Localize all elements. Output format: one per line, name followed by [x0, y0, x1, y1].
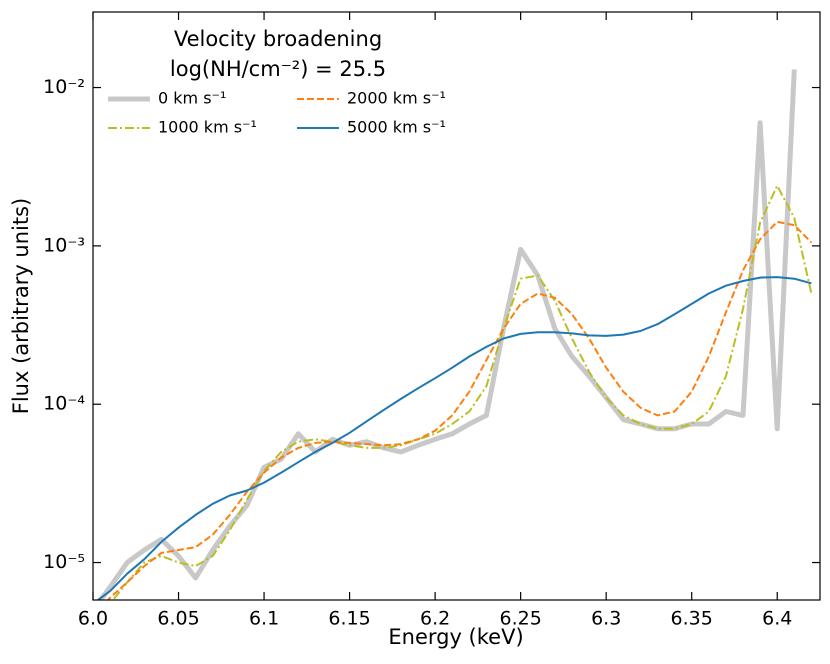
- plot-frame: [92, 11, 821, 601]
- y-tick-label: 10⁻²: [43, 76, 85, 98]
- legend-label: 2000 km s⁻¹: [347, 89, 446, 108]
- series-line: [106, 220, 813, 600]
- series-line: [111, 184, 813, 600]
- x-tick-label: 6.05: [157, 608, 199, 630]
- legend-title: log(NH/cm⁻²) = 25.5: [170, 57, 386, 81]
- x-tick-label: 6.15: [328, 608, 370, 630]
- x-tick-label: 6.4: [762, 608, 792, 630]
- x-tick-label: 6.25: [499, 608, 541, 630]
- legend-label: 1000 km s⁻¹: [158, 118, 257, 137]
- x-tick-label: 6.0: [78, 608, 108, 630]
- plot-lines: [96, 69, 813, 600]
- x-tick-label: 6.1: [249, 608, 279, 630]
- y-axis-label: Flux (arbitrary units): [9, 198, 33, 414]
- series-line: [96, 276, 812, 600]
- y-tick-label: 10⁻³: [43, 234, 85, 256]
- x-tick-label: 6.2: [420, 608, 450, 630]
- x-axis-label: Energy (keV): [388, 625, 523, 649]
- series-line: [97, 69, 797, 600]
- y-tick-label: 10⁻⁵: [43, 551, 85, 573]
- x-tick-label: 6.3: [591, 608, 621, 630]
- legend-label: 0 km s⁻¹: [158, 89, 226, 108]
- legend-label: 5000 km s⁻¹: [347, 118, 446, 137]
- y-tick-label: 10⁻⁴: [43, 393, 85, 415]
- x-tick-label: 6.35: [671, 608, 713, 630]
- legend-title: Velocity broadening: [174, 27, 382, 51]
